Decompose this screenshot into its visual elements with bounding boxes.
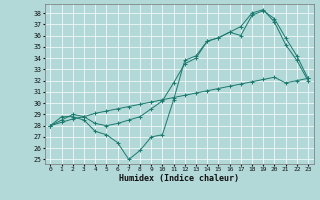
X-axis label: Humidex (Indice chaleur): Humidex (Indice chaleur) (119, 174, 239, 183)
